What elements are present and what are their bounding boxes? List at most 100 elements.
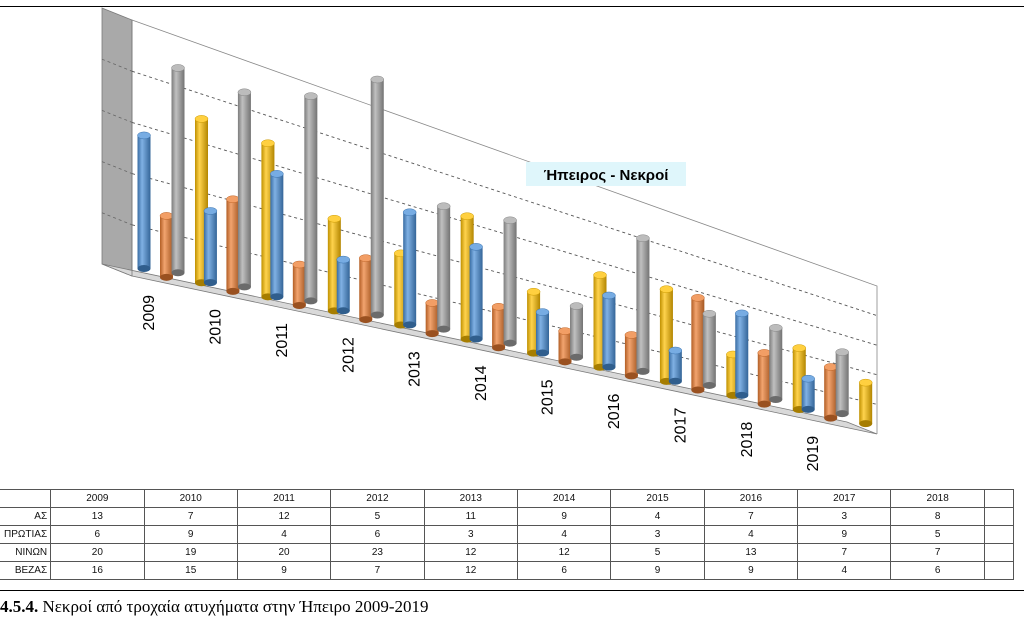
- bar-cap: [858, 378, 873, 387]
- table-header-year: 2009: [50, 489, 145, 508]
- table-header-year: 2012: [330, 489, 425, 508]
- table-cell: 9: [610, 561, 705, 580]
- table-row-label: ΒΕΖΑΣ: [0, 561, 52, 580]
- table-corner: [0, 489, 52, 508]
- x-tick-label: 2015: [540, 379, 557, 415]
- table-row: ΑΣ 13 7 12 5 11 9 4 7 3 8: [0, 507, 1015, 526]
- bar-cap: [792, 344, 807, 352]
- table-cell: 4: [797, 561, 892, 580]
- table-cell: 7: [703, 507, 799, 526]
- table-cell: 9: [797, 525, 892, 544]
- bar-2019-s3: [858, 378, 873, 428]
- x-tick-label: 2012: [340, 337, 357, 373]
- bar-cap: [757, 349, 772, 357]
- bar-2017-s2: [702, 310, 717, 389]
- bar-body: [503, 220, 517, 344]
- bar-cap: [226, 195, 240, 203]
- bar-base: [270, 293, 284, 301]
- bar-cap: [359, 254, 373, 262]
- bar-cap: [535, 308, 550, 316]
- bar-2014-s1: [491, 303, 506, 352]
- table-row-label: ΝΙΝΩΝ: [0, 543, 52, 562]
- bar-body: [757, 352, 771, 405]
- gridline: [131, 70, 878, 317]
- bar-body: [536, 312, 550, 354]
- table-header-row: 2009 2010 2011 2012 2013 2014 2015 2016 2017 2018: [0, 489, 1015, 508]
- table-row: ΝΙΝΩΝ 20 19 20 23 12 12 5 13 7 7: [0, 543, 1015, 562]
- table-cell: 7: [143, 507, 238, 526]
- bar-body: [160, 215, 173, 278]
- bar-2012-s2: [370, 75, 385, 319]
- table-cell: 4: [516, 525, 612, 544]
- bar-base: [859, 420, 873, 428]
- bar-cap: [469, 243, 483, 251]
- bar-2014-s0: [469, 243, 483, 343]
- table-cell: 7: [890, 543, 985, 562]
- bar-body: [226, 199, 240, 292]
- bar-body: [137, 135, 151, 269]
- gridline-side: [101, 110, 133, 123]
- bar-2017-s0: [668, 346, 683, 385]
- table-cell: 5: [330, 507, 425, 526]
- bar-cap: [624, 331, 639, 339]
- bar-body: [203, 210, 217, 283]
- table-cell: 4: [703, 525, 799, 544]
- gridline-side: [101, 161, 133, 174]
- bar-body: [735, 313, 749, 396]
- bar-2015-s0: [535, 308, 550, 357]
- bar-cap: [636, 234, 650, 242]
- bar-cap: [270, 170, 284, 178]
- bar-cap: [327, 215, 342, 223]
- bar-base: [203, 279, 217, 287]
- table-cell: 19: [143, 543, 238, 562]
- bar-body: [602, 295, 616, 368]
- bar-body: [403, 212, 417, 325]
- table-cell: 20: [236, 543, 332, 562]
- bar-cap: [769, 324, 783, 332]
- bar-2009-s1: [159, 212, 174, 281]
- table-header-year: 2017: [797, 489, 892, 508]
- bar-2011-s1: [292, 260, 307, 309]
- bar-base: [425, 330, 439, 338]
- x-tick-label: 2017: [672, 408, 689, 444]
- bar-body: [824, 366, 838, 419]
- chart-title-background: [526, 162, 686, 186]
- x-tick-label: 2011: [274, 323, 291, 358]
- table-row: ΠΡΩΤΙΑΣ 6 9 4 6 3 4 3 4 9 5: [0, 525, 1015, 544]
- x-tick-label: 2009: [141, 295, 158, 331]
- table-cell: [983, 543, 1015, 562]
- table-header-year: [983, 489, 1015, 508]
- table-cell: 12: [423, 543, 518, 562]
- bar-body: [492, 306, 506, 348]
- chart-3d-cylinder: 2009 2010 2011 2012 2013 2014 2015 2016 2017 2018…: [101, 7, 878, 471]
- table-cell: 12: [516, 543, 612, 562]
- bar-base: [668, 377, 682, 385]
- bar-body: [702, 313, 716, 386]
- table-body: ΑΣ 13 7 12 5 11 9 4 7 3 8 ΠΡΩΤΙΑΣ 6 9 4 6 3 4 3 4 9 5 ΝΙΝΩΝ 20 1…: [0, 507, 1015, 580]
- chart-bars: [137, 64, 873, 428]
- bar-body: [336, 259, 350, 311]
- table-header-year: 2015: [610, 489, 705, 508]
- bar-2012-s0: [336, 255, 351, 315]
- table-cell: 12: [236, 507, 332, 526]
- table-cell: 5: [890, 525, 985, 544]
- bar-2009-s0: [137, 131, 151, 273]
- bar-cap: [436, 202, 451, 210]
- bar-2016-s0: [602, 291, 616, 371]
- table-cell: 6: [50, 525, 145, 544]
- figure-caption: 4.5.4. Νεκροί από τροχαία ατυχήματα στην…: [0, 597, 429, 617]
- table-cell: 4: [610, 507, 705, 526]
- table-cell: 16: [50, 561, 145, 580]
- table-header-year: 2013: [423, 489, 518, 508]
- bar-cap: [835, 348, 849, 356]
- bar-body: [304, 96, 318, 301]
- bar-2009-s2: [171, 64, 185, 277]
- chart-floor: [101, 263, 878, 435]
- table-cell: [983, 561, 1015, 580]
- table-cell: 9: [236, 561, 332, 580]
- table-cell: 3: [610, 525, 705, 544]
- bar-base: [735, 391, 749, 399]
- gridline-side: [101, 58, 133, 72]
- bar-base: [492, 344, 506, 352]
- bar-base: [359, 316, 373, 324]
